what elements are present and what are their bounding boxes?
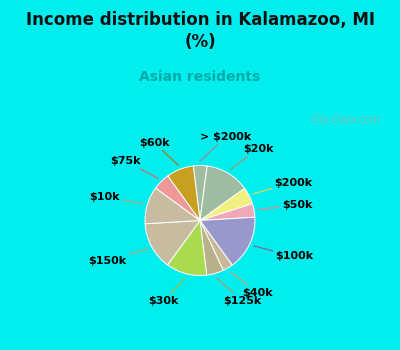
Wedge shape xyxy=(200,220,232,270)
Wedge shape xyxy=(145,220,200,265)
Text: Income distribution in Kalamazoo, MI
(%): Income distribution in Kalamazoo, MI (%) xyxy=(26,10,374,51)
Text: $40k: $40k xyxy=(230,272,273,298)
Wedge shape xyxy=(200,204,255,220)
Text: City-Data.com: City-Data.com xyxy=(311,116,380,125)
Text: $100k: $100k xyxy=(254,246,314,261)
Text: $125k: $125k xyxy=(216,278,261,306)
Wedge shape xyxy=(168,220,207,275)
Text: $150k: $150k xyxy=(88,249,148,266)
Wedge shape xyxy=(200,217,255,265)
Wedge shape xyxy=(145,188,200,224)
Wedge shape xyxy=(200,220,223,275)
Text: $60k: $60k xyxy=(139,138,178,165)
Text: > $200k: > $200k xyxy=(200,132,252,161)
Text: $20k: $20k xyxy=(230,144,273,169)
Text: $75k: $75k xyxy=(110,156,158,178)
Text: $200k: $200k xyxy=(253,178,313,194)
Text: $30k: $30k xyxy=(148,278,185,306)
Wedge shape xyxy=(200,188,252,220)
Text: $10k: $10k xyxy=(89,192,143,204)
Text: Asian residents: Asian residents xyxy=(139,70,261,84)
Wedge shape xyxy=(193,166,207,220)
Wedge shape xyxy=(168,166,200,220)
Text: $50k: $50k xyxy=(258,200,312,210)
Wedge shape xyxy=(156,176,200,220)
Wedge shape xyxy=(200,166,245,220)
